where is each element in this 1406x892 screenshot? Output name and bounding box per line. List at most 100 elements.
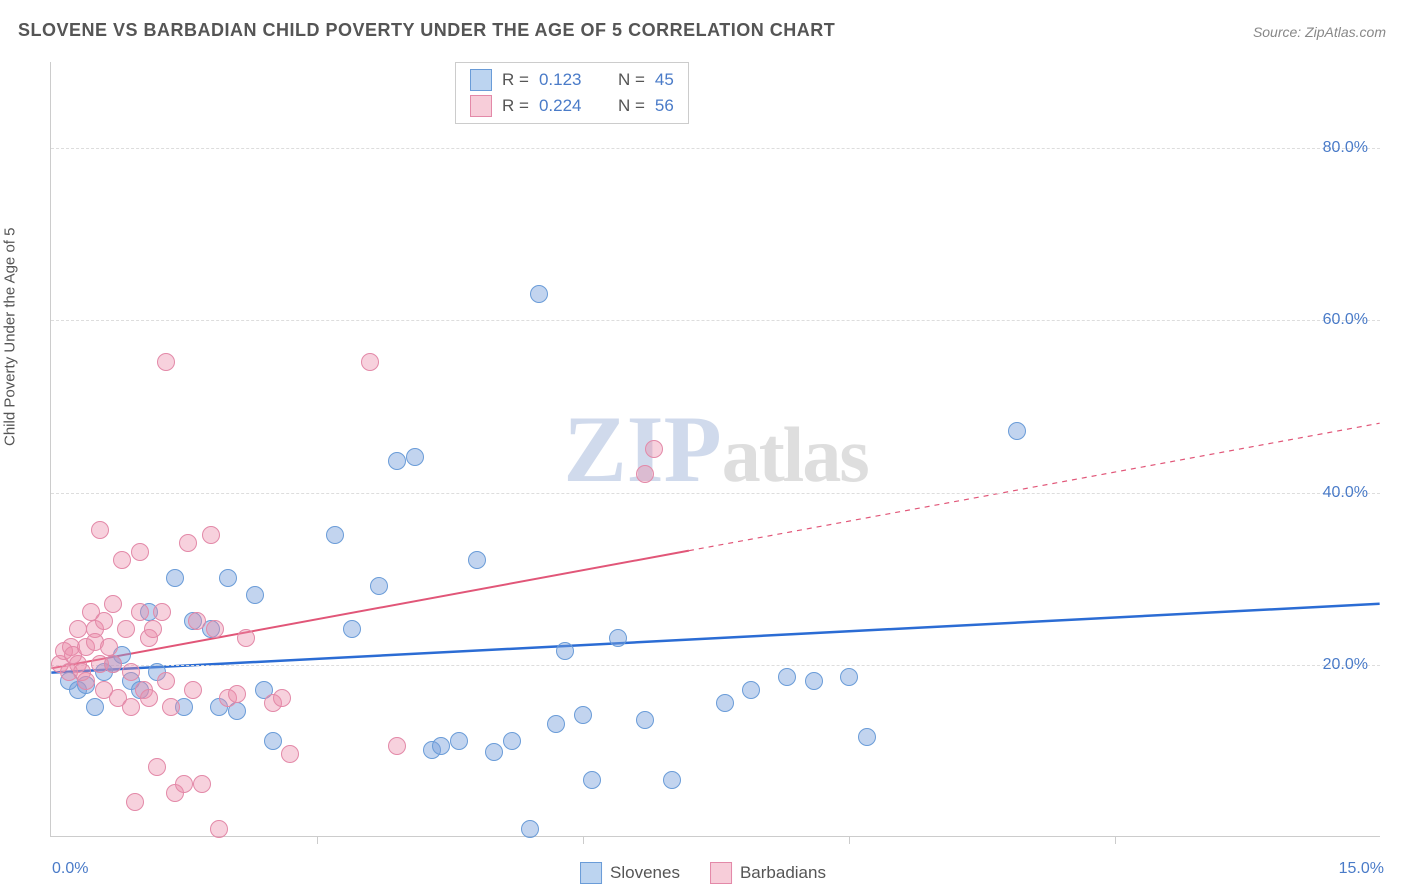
data-point-barbadians xyxy=(388,737,406,755)
legend-row-barbadians: R = 0.224 N = 56 xyxy=(470,93,674,119)
swatch-slovenes xyxy=(580,862,602,884)
data-point-barbadians xyxy=(206,620,224,638)
watermark-zip: ZIP xyxy=(563,396,721,502)
data-point-barbadians xyxy=(210,820,228,838)
data-point-slovenes xyxy=(166,569,184,587)
data-point-slovenes xyxy=(840,668,858,686)
data-point-barbadians xyxy=(361,353,379,371)
gridline-h xyxy=(51,493,1380,494)
data-point-barbadians xyxy=(157,353,175,371)
swatch-barbadians xyxy=(710,862,732,884)
data-point-barbadians xyxy=(184,681,202,699)
data-point-barbadians xyxy=(162,698,180,716)
data-point-slovenes xyxy=(1008,422,1026,440)
data-point-slovenes xyxy=(778,668,796,686)
data-point-slovenes xyxy=(86,698,104,716)
source-label: Source: xyxy=(1253,24,1305,40)
data-point-barbadians xyxy=(126,793,144,811)
data-point-barbadians xyxy=(144,620,162,638)
y-tick-label: 80.0% xyxy=(1323,139,1368,157)
data-point-slovenes xyxy=(556,642,574,660)
data-point-barbadians xyxy=(228,685,246,703)
data-point-barbadians xyxy=(140,689,158,707)
data-point-slovenes xyxy=(326,526,344,544)
data-point-slovenes xyxy=(609,629,627,647)
data-point-barbadians xyxy=(100,638,118,656)
data-point-barbadians xyxy=(157,672,175,690)
data-point-barbadians xyxy=(636,465,654,483)
r-value-slovenes: 0.123 xyxy=(539,70,594,90)
data-point-barbadians xyxy=(273,689,291,707)
r-label: R = xyxy=(502,70,529,90)
source-name: ZipAtlas.com xyxy=(1305,24,1386,40)
data-point-barbadians xyxy=(131,603,149,621)
data-point-barbadians xyxy=(237,629,255,647)
data-point-slovenes xyxy=(246,586,264,604)
data-point-barbadians xyxy=(91,521,109,539)
data-point-slovenes xyxy=(388,452,406,470)
r-value-barbadians: 0.224 xyxy=(539,96,594,116)
data-point-slovenes xyxy=(432,737,450,755)
data-point-barbadians xyxy=(117,620,135,638)
data-point-barbadians xyxy=(131,543,149,561)
gridline-h xyxy=(51,148,1380,149)
data-point-slovenes xyxy=(742,681,760,699)
y-tick-label: 40.0% xyxy=(1323,484,1368,502)
data-point-slovenes xyxy=(663,771,681,789)
data-point-slovenes xyxy=(636,711,654,729)
scatter-plot-area: ZIPatlas 20.0%40.0%60.0%80.0% xyxy=(50,62,1380,837)
legend-item-barbadians: Barbadians xyxy=(710,862,826,884)
x-tick-label: 0.0% xyxy=(52,860,88,878)
legend-label-barbadians: Barbadians xyxy=(740,863,826,883)
x-minor-tick xyxy=(1115,836,1116,844)
data-point-slovenes xyxy=(805,672,823,690)
data-point-slovenes xyxy=(370,577,388,595)
data-point-barbadians xyxy=(188,612,206,630)
x-tick-label: 15.0% xyxy=(1339,860,1384,878)
data-point-slovenes xyxy=(264,732,282,750)
legend-row-slovenes: R = 0.123 N = 45 xyxy=(470,67,674,93)
swatch-barbadians xyxy=(470,95,492,117)
y-axis-label: Child Poverty Under the Age of 5 xyxy=(2,228,19,446)
data-point-barbadians xyxy=(281,745,299,763)
data-point-slovenes xyxy=(530,285,548,303)
data-point-slovenes xyxy=(503,732,521,750)
data-point-slovenes xyxy=(450,732,468,750)
n-value-barbadians: 56 xyxy=(655,96,674,116)
legend-label-slovenes: Slovenes xyxy=(610,863,680,883)
data-point-barbadians xyxy=(153,603,171,621)
data-point-barbadians xyxy=(113,551,131,569)
data-point-slovenes xyxy=(219,569,237,587)
r-label: R = xyxy=(502,96,529,116)
y-tick-label: 20.0% xyxy=(1323,656,1368,674)
data-point-barbadians xyxy=(148,758,166,776)
data-point-barbadians xyxy=(104,655,122,673)
trendlines-layer xyxy=(51,62,1380,836)
n-label: N = xyxy=(618,70,645,90)
data-point-slovenes xyxy=(547,715,565,733)
data-point-barbadians xyxy=(77,672,95,690)
data-point-barbadians xyxy=(104,595,122,613)
data-point-slovenes xyxy=(716,694,734,712)
data-point-slovenes xyxy=(574,706,592,724)
data-point-barbadians xyxy=(122,663,140,681)
n-value-slovenes: 45 xyxy=(655,70,674,90)
data-point-barbadians xyxy=(122,698,140,716)
data-point-barbadians xyxy=(645,440,663,458)
n-label: N = xyxy=(618,96,645,116)
gridline-h xyxy=(51,665,1380,666)
data-point-barbadians xyxy=(202,526,220,544)
x-minor-tick xyxy=(317,836,318,844)
chart-title: SLOVENE VS BARBADIAN CHILD POVERTY UNDER… xyxy=(18,20,835,41)
trendline-extrapolated-barbadians xyxy=(689,423,1380,550)
data-point-slovenes xyxy=(583,771,601,789)
swatch-slovenes xyxy=(470,69,492,91)
x-minor-tick xyxy=(849,836,850,844)
data-point-barbadians xyxy=(193,775,211,793)
watermark: ZIPatlas xyxy=(563,394,867,504)
data-point-slovenes xyxy=(485,743,503,761)
correlation-legend: R = 0.123 N = 45 R = 0.224 N = 56 xyxy=(455,62,689,124)
data-point-barbadians xyxy=(69,620,87,638)
data-point-barbadians xyxy=(175,775,193,793)
data-point-slovenes xyxy=(343,620,361,638)
